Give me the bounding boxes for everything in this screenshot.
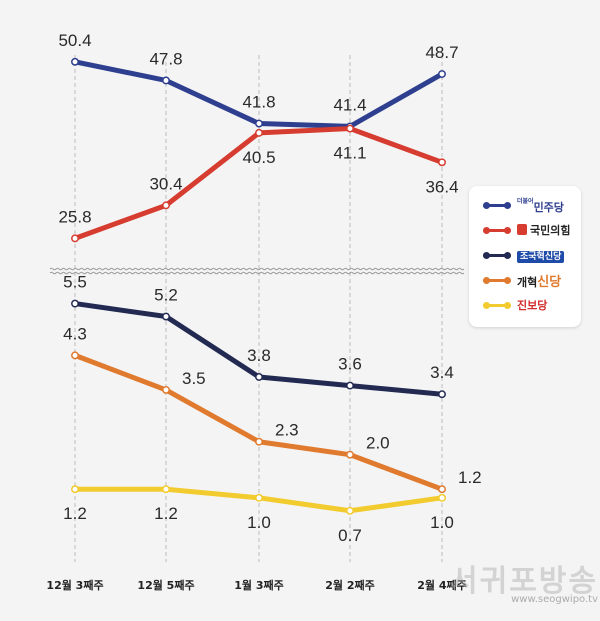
data-label: 36.4 [425, 177, 458, 196]
data-label: 25.8 [58, 207, 91, 226]
data-label: 47.8 [149, 49, 182, 68]
legend-label-ppp: 국민의힘 [517, 222, 570, 238]
data-point [162, 312, 170, 321]
x-tick-label: 2월 2째주 [325, 578, 375, 592]
legend-line-icon [483, 251, 511, 259]
data-label: 5.5 [63, 273, 87, 292]
data-label: 4.3 [63, 324, 87, 343]
legend-small-text: 더불어 [517, 197, 534, 205]
watermark: 서귀포방송 www.seogwipo.tv [438, 556, 598, 605]
legend-line-icon [483, 276, 511, 284]
legend-label-reform: 개혁신당 [517, 271, 561, 290]
data-point [255, 437, 263, 446]
legend-item-ppp: 국민의힘 [483, 219, 570, 241]
axis-break-mark [49, 271, 465, 275]
data-point [255, 128, 263, 137]
data-label: 1.0 [430, 513, 454, 532]
watermark-url: www.seogwipo.tv [511, 594, 598, 605]
legend-line-icon [483, 226, 511, 234]
data-label: 2.3 [275, 421, 299, 440]
legend-text: 국민의힘 [530, 224, 571, 237]
legend-text: 진보당 [517, 299, 548, 312]
data-point [346, 381, 354, 390]
data-label: 5.2 [154, 286, 178, 305]
data-point [438, 493, 446, 502]
data-label: 41.1 [333, 144, 366, 163]
data-label: 41.4 [333, 95, 366, 114]
data-label: 3.6 [338, 355, 362, 374]
data-label: 3.4 [430, 363, 454, 382]
x-tick-label: 12월 3째주 [46, 578, 103, 592]
x-tick-label: 12월 5째주 [137, 578, 194, 592]
data-point [346, 124, 354, 133]
x-tick-label: 1월 3째주 [234, 578, 284, 592]
data-label: 40.5 [242, 148, 275, 167]
legend-text: 민주당 [533, 200, 564, 214]
data-point [162, 485, 170, 494]
data-point [71, 234, 79, 243]
data-label: 30.4 [149, 174, 182, 193]
data-point [438, 485, 446, 494]
data-point [71, 351, 79, 360]
data-label: 3.8 [247, 346, 271, 365]
legend-line-icon [483, 301, 511, 309]
data-point [162, 201, 170, 210]
data-label: 2.0 [366, 434, 390, 453]
legend-text-part2: 신당 [537, 274, 562, 290]
data-point [71, 299, 79, 308]
legend-label-cho: 조국혁신당 [517, 249, 565, 263]
data-point [438, 158, 446, 167]
legend-item-minju: 더불어민주당 [483, 194, 564, 216]
data-label: 1.0 [247, 513, 271, 532]
legend-line-icon [483, 201, 511, 209]
legend: 더불어민주당 국민의힘 조국혁신당 개혁신당 진보당 [469, 186, 581, 327]
data-label: 1.2 [63, 504, 87, 523]
data-point [162, 385, 170, 394]
data-point [438, 390, 446, 399]
data-label: 41.8 [242, 93, 275, 112]
label-layer: 50.4 47.8 41.8 41.4 48.7 25.8 30.4 40.5 41.1 36.4… [58, 31, 481, 545]
data-label: 48.7 [425, 43, 458, 62]
ppp-logo-icon [517, 224, 527, 235]
data-point [255, 493, 263, 502]
data-label: 1.2 [154, 504, 178, 523]
data-label: 1.2 [458, 468, 482, 487]
data-label: 3.5 [182, 369, 206, 388]
data-label: 0.7 [338, 526, 362, 545]
series-layer [71, 57, 446, 515]
axis-break-mark [49, 267, 465, 271]
legend-item-cho: 조국혁신당 [483, 244, 565, 266]
data-point [71, 57, 79, 66]
data-point [346, 506, 354, 515]
data-point [162, 76, 170, 85]
axis-layer: 12월 3째주 12월 5째주 1월 3째주 2월 2째주 2월 4째주 [46, 55, 467, 592]
legend-text-part1: 개혁 [517, 275, 538, 289]
data-label: 50.4 [58, 31, 91, 50]
legend-text: 조국혁신당 [517, 250, 565, 263]
x-tick-label: 2월 4째주 [417, 578, 467, 592]
data-point [71, 485, 79, 494]
watermark-logo-text: 서귀포방송 [450, 564, 598, 599]
legend-label-jinbo: 진보당 [517, 297, 547, 313]
data-point [255, 119, 263, 128]
data-point [255, 373, 263, 381]
data-point [346, 450, 354, 459]
legend-item-reform: 개혁신당 [483, 269, 561, 291]
legend-item-jinbo: 진보당 [483, 294, 547, 316]
data-point [438, 70, 446, 78]
legend-label-minju: 더불어민주당 [517, 196, 564, 215]
